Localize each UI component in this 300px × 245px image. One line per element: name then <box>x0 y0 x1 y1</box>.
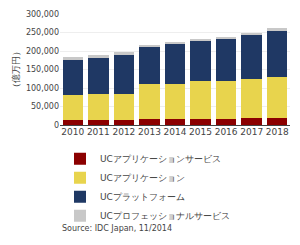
svg-text:UCアプリケーションサービス: UCアプリケーションサービス <box>100 154 221 164</box>
svg-text:UCプラットフォーム: UCプラットフォーム <box>100 192 185 202</box>
svg-text:2012: 2012 <box>112 127 135 137</box>
svg-text:UCプロフェッショナルサービス: UCプロフェッショナルサービス <box>100 211 230 221</box>
svg-text:2011: 2011 <box>87 127 110 137</box>
svg-text:50,000: 50,000 <box>31 102 59 111</box>
svg-text:UCアプリケーション: UCアプリケーション <box>100 173 185 183</box>
svg-text:Source: IDC Japan, 11/2014: Source: IDC Japan, 11/2014 <box>62 224 172 233</box>
svg-text:200,000: 200,000 <box>26 47 59 56</box>
svg-text:100,000: 100,000 <box>26 84 59 93</box>
svg-text:0: 0 <box>54 121 59 130</box>
svg-text:250,000: 250,000 <box>26 28 59 37</box>
svg-text:2010: 2010 <box>61 127 84 137</box>
svg-text:2016: 2016 <box>215 127 238 137</box>
svg-text:（億万円）: （億万円） <box>11 47 21 92</box>
svg-text:2017: 2017 <box>240 127 263 137</box>
svg-text:2013: 2013 <box>138 127 161 137</box>
svg-text:150,000: 150,000 <box>26 65 59 74</box>
svg-text:2015: 2015 <box>189 127 212 137</box>
svg-text:2018: 2018 <box>266 127 289 137</box>
svg-text:2014: 2014 <box>164 127 187 137</box>
svg-text:300,000: 300,000 <box>26 10 59 19</box>
